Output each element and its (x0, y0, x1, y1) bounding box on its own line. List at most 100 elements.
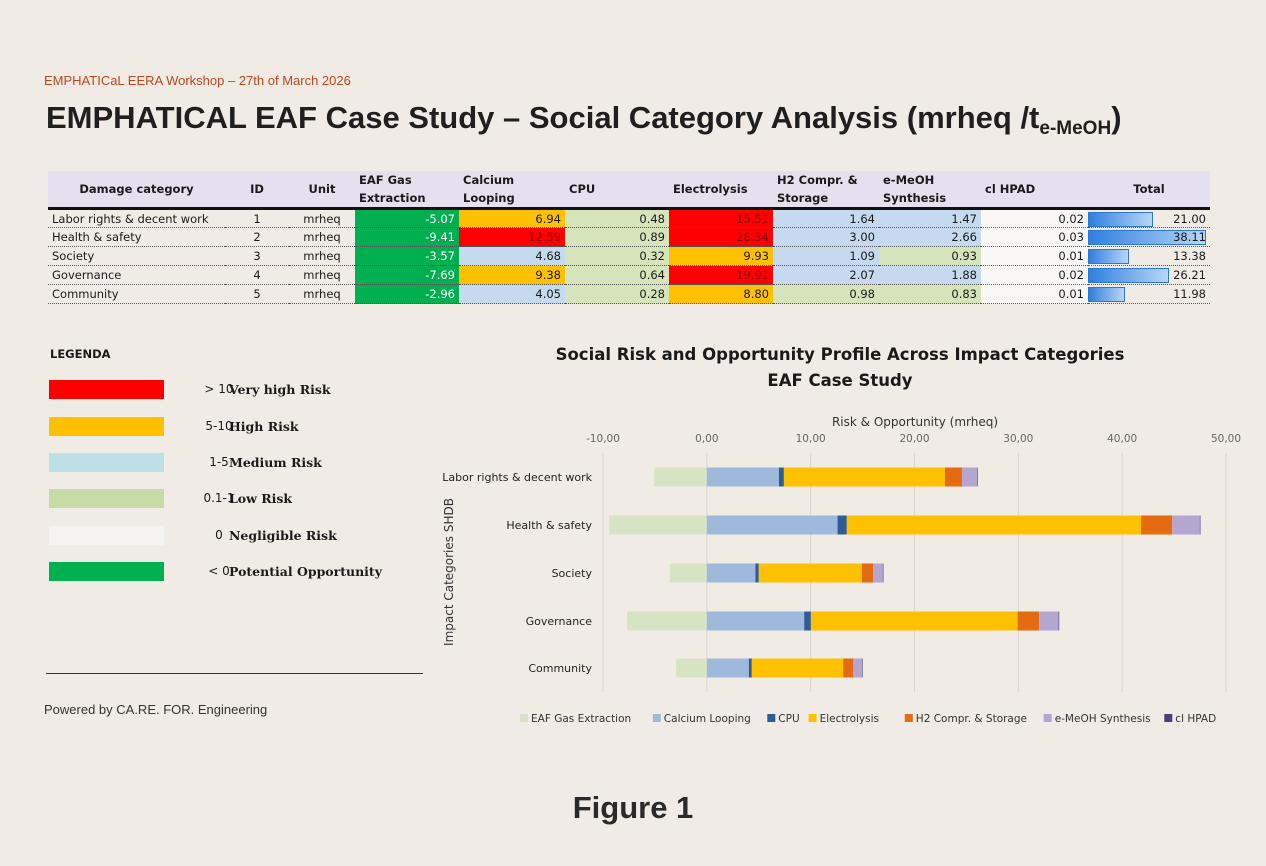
y-category-label: Governance (526, 615, 593, 628)
row-total-value: 38.11 (1173, 230, 1206, 244)
row-total: 21.00 (1088, 208, 1210, 228)
x-tick-label: 30,00 (1003, 433, 1033, 445)
row-unit: mrheq (289, 265, 355, 285)
row-value: 6.94 (459, 208, 565, 228)
row-value: 0.01 (981, 284, 1088, 304)
row-id: 3 (225, 246, 289, 266)
page-title-subscript: e-MeOH (1039, 118, 1112, 139)
row-value: 2.66 (879, 227, 981, 247)
legend-range: 5-10 (205, 419, 233, 433)
x-tick-label: 10,00 (796, 433, 826, 445)
bar-segment (609, 515, 707, 535)
row-value: -3.57 (355, 246, 459, 266)
legend-swatch (49, 417, 164, 436)
bar-segment (861, 658, 863, 678)
row-unit: mrheq (289, 208, 355, 228)
row-value: 3.00 (773, 227, 879, 247)
bar-segment (706, 515, 838, 535)
legend-range: > 10 (204, 382, 234, 396)
legend-item: 5-10 High Risk (49, 417, 429, 436)
bar-segment (706, 611, 805, 631)
bar-segment (961, 467, 978, 487)
row-unit: mrheq (289, 246, 355, 266)
bar-segment (706, 467, 779, 487)
chart-title: Social Risk and Opportunity Profile Acro… (556, 345, 1125, 364)
table-header-row: Damage category ID Unit EAF Gas Extracti… (48, 171, 1210, 210)
chart-legend-swatch (767, 714, 776, 722)
col-calcium-looping: Calcium Looping (459, 171, 565, 210)
row-value: 0.02 (981, 208, 1088, 228)
chart-legend-swatch (904, 714, 913, 722)
legend-label: Very high Risk (229, 382, 331, 397)
damage-category-table: Damage category ID Unit EAF Gas Extracti… (48, 171, 1210, 304)
total-databar (1088, 268, 1170, 283)
chart-legend-swatch (808, 714, 817, 722)
chart-legend-label: Calcium Looping (664, 713, 751, 725)
powered-by: Powered by CA.RE. FOR. Engineering (44, 702, 268, 717)
row-value: 9.38 (459, 265, 565, 285)
col-unit: Unit (289, 171, 355, 210)
table-row: Society 3 mrheq -3.57 4.68 0.32 9.93 1.09 0.93 0.… (48, 246, 1210, 266)
chart-legend-label: cl HPAD (1175, 713, 1216, 725)
y-category-label: Health & safety (506, 519, 592, 532)
legend-item: 0 Negligible Risk (49, 526, 429, 545)
legend-range: < 0 (208, 564, 230, 578)
legend-item: 0.1-1 Low Risk (49, 489, 429, 508)
bar-segment (751, 658, 844, 678)
row-value: 0.32 (565, 246, 669, 266)
bar-segment (944, 467, 962, 487)
table-row: Community 5 mrheq -2.96 4.05 0.28 8.80 0.98 0.83… (48, 284, 1210, 304)
bar-segment (1141, 515, 1173, 535)
col-damage-category: Damage category (48, 171, 225, 210)
legend-swatch (49, 562, 164, 581)
col-eaf-gas: EAF Gas Extraction (355, 171, 459, 210)
row-value: 0.01 (981, 246, 1088, 266)
legend-item: < 0 Potential Opportunity (49, 562, 429, 581)
x-tick-label: 20,00 (899, 433, 929, 445)
row-id: 5 (225, 284, 289, 304)
bar-segment (1172, 515, 1200, 535)
row-value: 9.93 (669, 246, 773, 266)
row-total: 13.38 (1088, 246, 1210, 266)
row-value: 1.09 (773, 246, 879, 266)
total-databar (1088, 287, 1126, 302)
legend-range: 1-5 (209, 455, 229, 469)
row-value: -7.69 (355, 265, 459, 285)
bar-segment (676, 658, 707, 678)
row-value: -2.96 (355, 284, 459, 304)
bar-segment (977, 467, 978, 487)
row-value: 19.91 (669, 265, 773, 285)
row-id: 1 (225, 208, 289, 228)
total-databar (1088, 212, 1154, 227)
table-row: Governance 4 mrheq -7.69 9.38 0.64 19.91 2.07 1.… (48, 265, 1210, 285)
legend-label: Medium Risk (229, 455, 322, 470)
bar-segment (843, 658, 854, 678)
bar-segment (1199, 515, 1201, 535)
bar-segment (873, 563, 883, 583)
row-total: 11.98 (1088, 284, 1210, 304)
row-name: Health & safety (48, 227, 225, 247)
bar-segment (755, 563, 759, 583)
row-value: 28.34 (669, 227, 773, 247)
legend-item: 1-5 Medium Risk (49, 453, 429, 472)
row-value: 12.59 (459, 227, 565, 247)
bar-segment (626, 611, 707, 631)
row-value: 0.98 (773, 284, 879, 304)
table-row: Labor rights & decent work 1 mrheq -5.07 6.9… (48, 208, 1210, 228)
row-total: 26.21 (1088, 265, 1210, 285)
chart-legend-swatch (1043, 714, 1052, 722)
row-unit: mrheq (289, 227, 355, 247)
chart-legend-label: Electrolysis (820, 713, 879, 725)
x-tick-label: -10,00 (586, 433, 620, 445)
table-row: Health & safety 2 mrheq -9.41 12.59 0.89 28.34… (48, 227, 1210, 247)
chart-subtitle: EAF Case Study (767, 371, 912, 390)
legend-label: High Risk (229, 419, 299, 434)
col-cpu: CPU (565, 171, 669, 210)
bar-segment (804, 611, 811, 631)
bar-segment (1058, 611, 1060, 631)
row-total-value: 21.00 (1173, 211, 1206, 226)
bar-segment (810, 611, 1018, 631)
legend-range: 0.1-1 (203, 491, 235, 505)
y-category-label: Society (552, 567, 593, 580)
row-value: 2.07 (773, 265, 879, 285)
